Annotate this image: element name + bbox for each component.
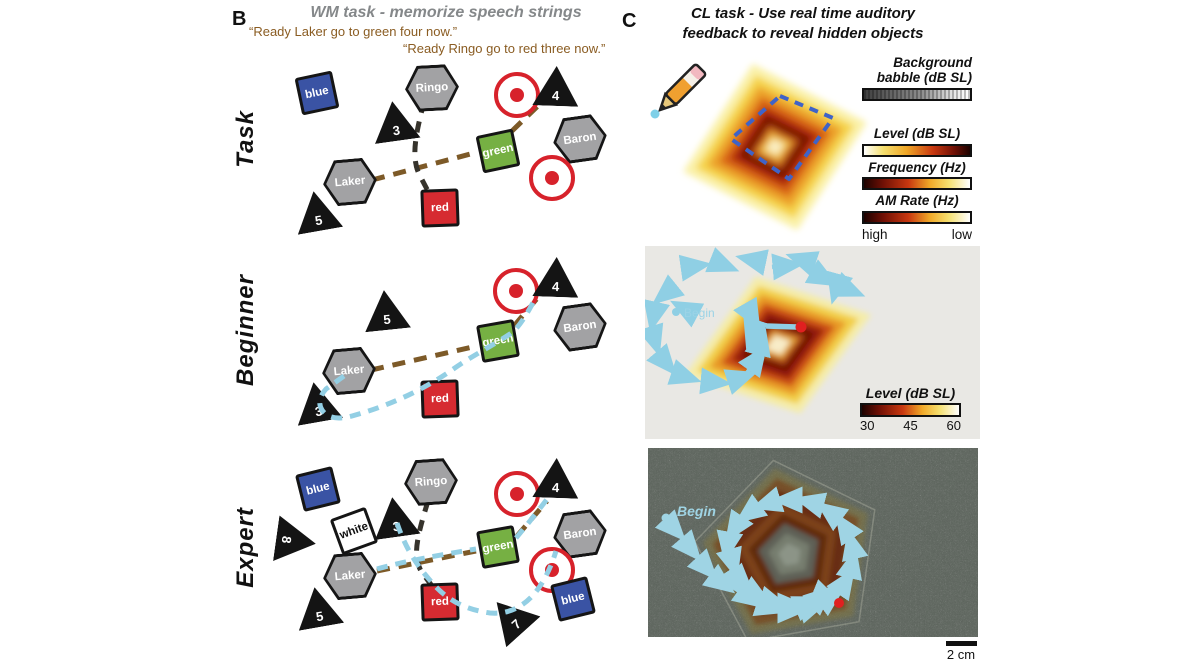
shape-label: green (481, 141, 515, 161)
tick-30: 30 (860, 418, 875, 434)
hidden-object-outline (729, 94, 835, 181)
pencil-icon (650, 63, 707, 119)
square-green: green (475, 128, 521, 174)
square-blue: blue (294, 70, 340, 116)
expert-search-arrows (654, 486, 869, 624)
shape-label: 4 (551, 278, 560, 295)
wm-task-title: WM task - memorize speech strings (310, 4, 582, 21)
middle-level-legend: Level (dB SL) 30 45 60 (860, 385, 961, 434)
middle-level-colorbar (860, 403, 961, 418)
level-label: Level (dB SL) (873, 125, 961, 141)
babble-label-line1: Background (893, 55, 972, 70)
middle-level-label: Level (dB SL) (865, 385, 956, 401)
frequency-colorbar (862, 177, 972, 191)
target-symbol (494, 72, 540, 118)
hexagon-baron: Baron (550, 300, 610, 353)
tick-45: 45 (903, 418, 918, 434)
begin-dot (672, 308, 680, 316)
shape-label: red (430, 595, 450, 609)
shape-label: white (338, 520, 370, 542)
level-colorbar (862, 143, 972, 157)
am-rate-label: AM Rate (Hz) (875, 193, 959, 209)
cue-legend: Background babble (dB SL) Level (dB SL) … (862, 55, 972, 243)
shape-label: Baron (562, 318, 598, 336)
shape-label: green (481, 538, 515, 556)
begin-label: Begin (677, 503, 716, 519)
babble-label-line2: babble (dB SL) (876, 69, 972, 85)
triangle-8: 8 (273, 515, 319, 566)
triangle-4: 4 (532, 457, 579, 499)
scale-bar (946, 641, 977, 646)
shape-label: 4 (551, 87, 560, 104)
cl-expert-panel: Begin (648, 448, 978, 637)
panel-b-letter: B (232, 8, 247, 30)
search-arrows (645, 247, 866, 395)
babble-colorbar (862, 87, 972, 101)
low-label: low (951, 227, 972, 243)
am-rate-colorbar (862, 211, 972, 225)
tick-60: 60 (946, 418, 961, 434)
square-red: red (420, 188, 460, 228)
triangle-3: 3 (291, 378, 343, 425)
shape-label: green (481, 332, 515, 350)
cl-cue-image (650, 63, 867, 231)
cl-title-line1: CL task - Use real time auditory (691, 5, 915, 22)
cl-task-title: CL task - Use real time auditory feedbac… (653, 4, 953, 43)
speech-string-1: “Ready Laker go to green four now.” (249, 24, 458, 39)
triangle-4: 4 (532, 65, 579, 107)
shape-label: red (430, 392, 450, 406)
square-green: green (475, 318, 521, 364)
panel-c-letter: C (622, 10, 637, 32)
square-red: red (420, 582, 460, 622)
triangle-5: 5 (361, 288, 411, 333)
final-move-line (765, 323, 798, 330)
speech-string-2: “Ready Ringo go to red three now.” (403, 41, 606, 56)
scale-bar-label: 2 cm (946, 647, 976, 662)
end-dot (834, 598, 844, 608)
triangle-5: 5 (291, 187, 343, 234)
end-dot (795, 321, 807, 333)
shape-label: red (430, 201, 450, 215)
triangle-3: 3 (369, 98, 420, 144)
begin-dot (661, 513, 671, 523)
shape-label: 4 (551, 479, 560, 496)
target-symbol (529, 155, 575, 201)
cl-title-line2: feedback to reveal hidden objects (682, 24, 924, 42)
square-red: red (420, 379, 460, 419)
shape-label: blue (560, 590, 586, 608)
begin-label: Begin (684, 306, 715, 320)
triangle-3: 3 (369, 494, 420, 540)
shape-label: blue (304, 84, 330, 102)
triangle-4: 4 (532, 256, 579, 298)
frequency-label: Frequency (Hz) (868, 159, 966, 175)
shape-label: blue (305, 480, 331, 498)
square-green: green (475, 524, 521, 570)
triangle-5: 5 (292, 583, 344, 630)
high-label: high (862, 227, 888, 243)
